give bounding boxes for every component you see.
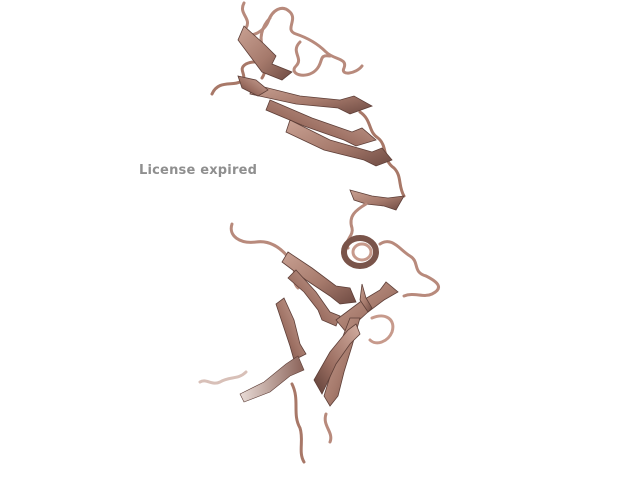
upper-domain <box>210 1 406 211</box>
lower-coil-4 <box>290 382 306 464</box>
license-expired-watermark: License expired <box>139 163 258 178</box>
lower-coil-3 <box>368 314 395 345</box>
upper-coil-3 <box>292 40 332 77</box>
upper-strand-6 <box>349 189 405 211</box>
lower-strand-2 <box>287 269 341 327</box>
helix-turn-outer <box>341 235 379 269</box>
lower-coil-2 <box>378 240 440 298</box>
upper-strand-4 <box>285 119 393 167</box>
lower-coil-5 <box>323 412 333 444</box>
upper-strand-3 <box>265 99 377 147</box>
lower-strand-8 <box>359 283 373 313</box>
upper-strand-5 <box>237 75 269 97</box>
lower-strand-1 <box>281 251 357 305</box>
upper-strand-1 <box>237 25 293 81</box>
lower-strand-7 <box>313 323 361 395</box>
lower-coil-6 <box>198 370 248 385</box>
lower-strand-4 <box>275 297 307 361</box>
helix-turn-inner <box>351 242 373 262</box>
upper-strand-2 <box>249 83 373 115</box>
lower-domain <box>198 222 440 464</box>
lower-strand-5 <box>239 355 305 403</box>
